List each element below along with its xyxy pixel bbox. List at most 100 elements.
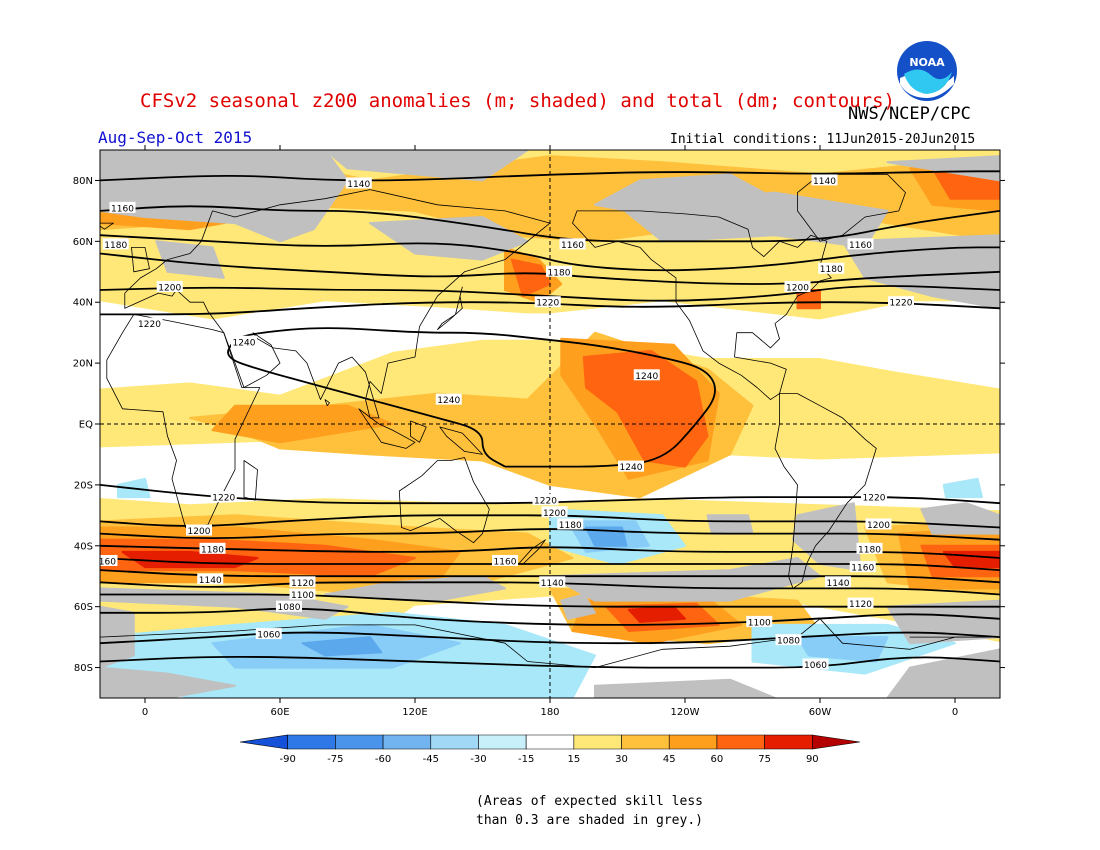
lat-label-80S: 80S xyxy=(74,663,93,674)
contour-label-text: 1180 xyxy=(858,545,881,555)
colorbar-segment-4 xyxy=(430,734,479,750)
contour-label-25: 1180 xyxy=(856,542,883,555)
contour-line-14 xyxy=(100,581,1000,596)
colorbar-segment-6 xyxy=(525,734,575,750)
lat-label-60S: 60S xyxy=(74,602,93,613)
contour-label-2: 1160 xyxy=(109,201,136,214)
contour-label-box xyxy=(849,561,876,573)
lon-label-3: 180 xyxy=(540,707,559,718)
contour-label-box xyxy=(102,238,129,250)
contour-label-box xyxy=(255,628,282,640)
lat-label-20S: 20S xyxy=(74,480,93,491)
contour-label-box xyxy=(784,281,811,292)
forecast-period: Aug-Sep-Oct 2015 xyxy=(98,128,253,147)
low-skill-area-9 xyxy=(100,605,135,669)
colorbar-segment-5 xyxy=(478,734,527,750)
contour-label-box xyxy=(618,460,644,472)
low-skill-area-17 xyxy=(886,648,1000,698)
agency-label: NWS/NCEP/CPC xyxy=(848,104,971,124)
lon-label-2: 120E xyxy=(402,707,427,718)
initial-conditions-label: Initial conditions: 11Jun2015-20Jun2015 xyxy=(670,132,976,147)
contour-label-text: 1180 xyxy=(559,521,582,531)
contour-label-box xyxy=(825,576,851,588)
contour-label-34: 1120 xyxy=(847,597,874,610)
contour-label-text: 1240 xyxy=(635,372,658,382)
anomaly-region-34 xyxy=(796,636,889,663)
low-skill-area-0 xyxy=(100,150,349,243)
contour-label-27: 1160 xyxy=(492,555,518,568)
contour-label-box xyxy=(539,576,566,588)
contour-label-text: 1200 xyxy=(543,509,566,519)
contour-label-13: 1240 xyxy=(231,335,257,348)
lon-label-6: 0 xyxy=(952,707,958,718)
contour-label-26: 1160 xyxy=(93,555,118,568)
contour-label-box xyxy=(557,518,584,530)
contour-label-10: 1220 xyxy=(534,296,561,309)
colorbar: -90 -75 -60 -45 -30 -15 15 30 45 60 75 90 xyxy=(239,734,861,765)
contour-label-35: 1080 xyxy=(276,600,302,613)
contour-label-32: 1120 xyxy=(289,576,316,589)
contour-label-text: 1140 xyxy=(541,579,564,589)
contour-label-box xyxy=(156,281,183,292)
coastline-12 xyxy=(131,247,150,273)
contour-label-text: 1060 xyxy=(804,661,827,671)
noaa-logo-text: NOAA xyxy=(909,56,945,69)
coastline-0 xyxy=(106,314,261,528)
colorbar-segment-2 xyxy=(335,734,384,750)
contour-label-21: 1180 xyxy=(557,518,584,531)
contour-label-box xyxy=(559,238,586,250)
contour-label-19: 1220 xyxy=(861,491,887,504)
coastline-13 xyxy=(100,618,1000,698)
contour-label-11: 1220 xyxy=(888,296,914,309)
contour-label-box xyxy=(541,506,568,518)
colorbar-label--60: -60 xyxy=(375,754,391,765)
contour-label-box xyxy=(811,174,838,186)
contour-label-28: 1160 xyxy=(849,561,876,574)
contour-label-box xyxy=(861,491,887,503)
contour-label-box xyxy=(197,573,224,585)
contour-label-box xyxy=(847,238,874,250)
anomaly-region-35 xyxy=(942,477,983,499)
anomaly-region-32 xyxy=(301,636,383,657)
colorbar-segment-10 xyxy=(716,734,765,750)
contour-label-text: 1220 xyxy=(536,299,559,309)
axis-ticks: 80N 60N 40N 20N EQ 20S 40S 60S 80S 0 60E 120E 180 120… xyxy=(73,145,1005,718)
contour-label-22: 1200 xyxy=(865,518,892,531)
contour-label-box xyxy=(186,524,212,536)
contour-line-10 xyxy=(100,528,1000,541)
colorbar-segment-12 xyxy=(812,734,861,750)
contour-label-text: 1080 xyxy=(278,603,301,613)
contour-line-1 xyxy=(100,205,1000,243)
contour-label-7: 1180 xyxy=(818,262,845,275)
colorbar-label-75: 75 xyxy=(758,754,771,765)
colorbar-label--75: -75 xyxy=(327,754,343,765)
contour-label-text: 1160 xyxy=(93,558,116,568)
lon-label-0: 0 xyxy=(142,707,148,718)
lat-label-40N: 40N xyxy=(73,298,93,309)
anomaly-region-29 xyxy=(585,526,628,547)
contour-label-3: 1180 xyxy=(102,238,129,251)
contour-line-2 xyxy=(100,234,1000,272)
chart-title: CFSv2 seasonal z200 anomalies (m; shaded… xyxy=(140,90,895,112)
contour-label-8: 1200 xyxy=(156,281,183,294)
contour-label-box xyxy=(534,296,561,308)
contour-label-box xyxy=(210,491,237,503)
coastline-8 xyxy=(572,210,832,400)
contour-label-box xyxy=(345,177,372,189)
colorbar-segment-8 xyxy=(621,734,670,750)
contour-label-text: 1240 xyxy=(620,463,643,473)
coastline-11 xyxy=(100,222,114,230)
colorbar-segment-11 xyxy=(764,734,813,750)
contour-label-4: 1160 xyxy=(559,238,586,251)
lat-label-80N: 80N xyxy=(73,176,93,187)
contour-label-text: 1100 xyxy=(291,591,314,601)
contour-label-15: 1240 xyxy=(435,393,462,406)
contour-label-box xyxy=(775,634,802,646)
contour-label-box xyxy=(109,201,136,213)
contour-label-30: 1140 xyxy=(539,576,566,589)
contour-label-box xyxy=(818,262,845,274)
contour-label-16: 1240 xyxy=(618,460,644,473)
